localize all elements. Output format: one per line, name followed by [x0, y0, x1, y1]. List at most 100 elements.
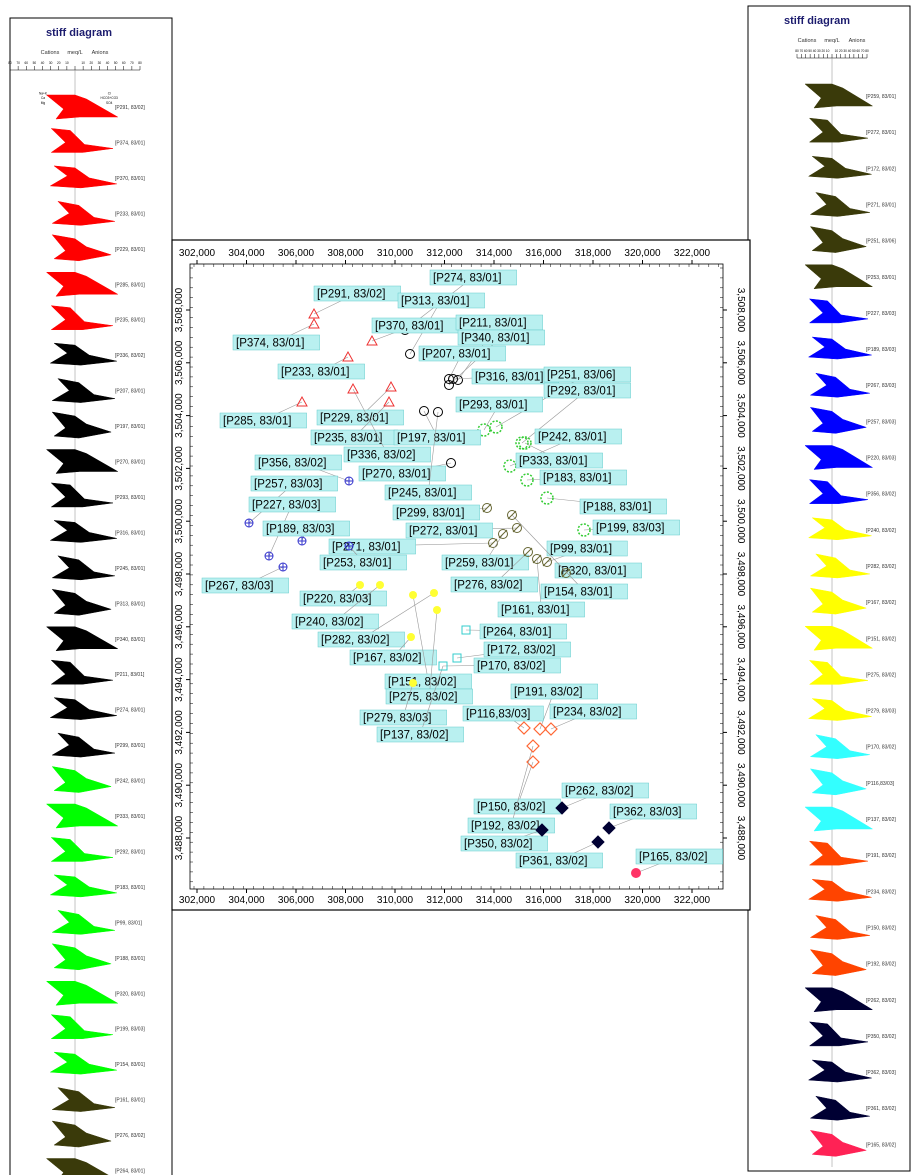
stiff-shape	[51, 909, 115, 935]
label-text: [P291, 83/02]	[317, 289, 385, 301]
x-tick-label-bottom: 322,000	[674, 895, 711, 906]
y-tick-label-right: 3,498,000	[735, 552, 746, 597]
label-box	[349, 649, 437, 666]
scale-tick-label: 70	[16, 61, 20, 65]
label-text: [P257, 83/03]	[254, 479, 322, 491]
label-box	[483, 641, 571, 658]
label-box	[462, 705, 544, 722]
units-label: meq/L	[67, 50, 82, 56]
stiff-shape	[807, 155, 872, 179]
label-box	[201, 577, 289, 594]
stiff-label: [P282, 83/02]	[866, 564, 896, 570]
label-text: [P227, 83/03]	[252, 500, 320, 512]
slash-line	[542, 557, 552, 567]
stiff-shape	[807, 698, 872, 721]
slash-line	[482, 503, 492, 513]
stiff-shape	[51, 1087, 115, 1112]
slash-circle-marker	[507, 510, 517, 520]
left_panel-frame	[9, 17, 173, 1175]
stiff-shape	[809, 553, 870, 579]
label-box	[561, 782, 649, 799]
stiff-label: [P192, 83/02]	[866, 962, 896, 968]
scale-tick-label: 60	[122, 61, 126, 65]
stiff-label: [P299, 83/01]	[115, 743, 145, 749]
y-tick-label-left: 3,490,000	[174, 763, 185, 808]
triangle-marker	[308, 317, 320, 329]
x-tick-label-bottom: 312,000	[426, 895, 463, 906]
label-box	[319, 554, 407, 571]
stiff-shape	[807, 336, 872, 360]
label-text: [P192, 83/02]	[471, 821, 539, 833]
filled-diamond-marker	[535, 823, 549, 837]
stiff-shape	[804, 806, 874, 832]
stiff-shape	[51, 588, 112, 616]
stiff-label: [P292, 83/01]	[115, 849, 145, 855]
label-box	[393, 429, 481, 446]
stiff-shape	[51, 943, 112, 971]
label-text: [P170, 83/02]	[477, 661, 545, 673]
label-text: [P370, 83/01]	[375, 321, 443, 333]
stiff-shape	[808, 660, 869, 685]
scale-tick-label: 60	[804, 49, 808, 53]
label-box	[248, 496, 336, 513]
x-tick-label-top: 310,000	[377, 248, 414, 259]
triangle-marker	[347, 382, 359, 394]
label-box	[479, 623, 567, 640]
stiff-shape	[804, 626, 874, 651]
label-text: [P336, 83/02]	[347, 450, 415, 462]
stiff-label: [P234, 83/02]	[866, 889, 896, 895]
stiff-shape	[804, 264, 874, 290]
leader-line	[511, 514, 585, 592]
stiff-label: [P170, 83/02]	[866, 745, 896, 751]
scale-tick-label: 50	[808, 49, 812, 53]
stiff-label: [P154, 83/01]	[115, 1062, 145, 1068]
stiff-label: [P291, 83/02]	[115, 105, 145, 111]
slash-line	[523, 547, 533, 557]
label-text: [P282, 83/02]	[321, 635, 389, 647]
panel-title: stiff diagram	[784, 15, 850, 27]
x-tick-label-top: 308,000	[327, 248, 364, 259]
star-marker	[489, 420, 503, 434]
label-box	[539, 469, 627, 486]
star-marker	[518, 436, 532, 450]
x-tick-label-bottom: 308,000	[327, 895, 364, 906]
x-tick-label-bottom: 304,000	[228, 895, 265, 906]
label-text: [P99, 83/01]	[550, 544, 612, 556]
map-labels: [P274, 83/01] [P291, 83/02] [P313, 83/01] […	[201, 269, 723, 878]
stiff-label: [P350, 83/02]	[866, 1034, 896, 1040]
stiff-label: [P188, 83/01]	[115, 956, 145, 962]
stiff-label: [P333, 83/01]	[115, 814, 145, 820]
stiff-shape	[49, 874, 117, 898]
label-text: [P374, 83/01]	[236, 338, 304, 350]
stiff-label: [P167, 83/02]	[866, 600, 896, 606]
label-box	[376, 726, 464, 743]
label-box	[534, 428, 622, 445]
stiff-label: [P233, 83/01]	[115, 211, 145, 217]
label-text: [P137, 83/02]	[380, 730, 448, 742]
label-text: [P167, 83/02]	[353, 653, 421, 665]
label-box	[405, 522, 493, 539]
filled-dot-marker	[433, 606, 441, 614]
label-text: [P361, 83/02]	[519, 856, 587, 868]
label-text: [P350, 83/02]	[464, 839, 532, 851]
stiff-shape	[809, 1095, 870, 1121]
x-tick-label-top: 318,000	[575, 248, 612, 259]
circle-marker	[446, 458, 456, 468]
stiff-shape	[50, 659, 114, 685]
label-box	[316, 409, 404, 426]
stiff-shape	[49, 520, 117, 543]
square-marker	[452, 653, 462, 663]
label-box	[441, 554, 529, 571]
label-box	[467, 817, 555, 834]
stiff-shape	[45, 94, 119, 120]
star-marker	[540, 491, 554, 505]
leader-line	[361, 592, 435, 640]
label-box	[291, 613, 379, 630]
scale-tick-label: 30	[98, 61, 102, 65]
leader-line	[429, 609, 438, 697]
slash-circle-marker	[523, 547, 533, 557]
y-tick-label-right: 3,508,000	[735, 288, 746, 333]
label-text: [P279, 83/03]	[363, 713, 431, 725]
units-label: meq/L	[824, 38, 839, 44]
slash-line	[532, 554, 542, 564]
